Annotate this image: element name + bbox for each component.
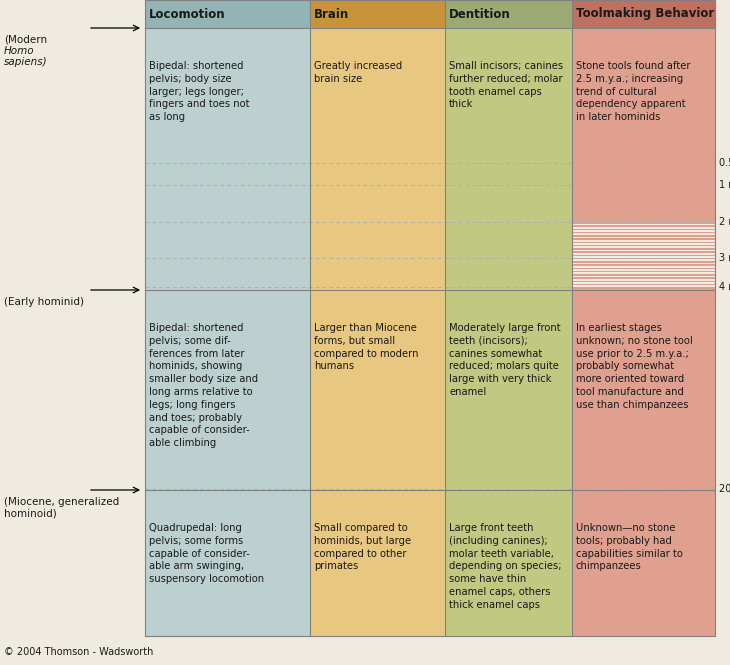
Bar (572, 251, 715, 253)
Bar (572, 281, 715, 282)
Bar (310, 28, 445, 290)
Text: Dentition: Dentition (449, 7, 511, 21)
Text: Unknown—no stone
tools; probably had
capabilities similar to
chimpanzees: Unknown—no stone tools; probably had cap… (576, 523, 683, 571)
Bar (572, 248, 715, 249)
Bar (145, 28, 310, 290)
Text: 1 m.y.a.: 1 m.y.a. (719, 180, 730, 190)
Text: (Early hominid): (Early hominid) (4, 297, 84, 307)
Bar (572, 275, 715, 277)
Bar (572, 261, 715, 263)
Bar (572, 273, 715, 274)
Bar (572, 282, 715, 284)
Bar (572, 256, 715, 258)
Bar (572, 279, 715, 281)
Bar (572, 263, 715, 264)
Bar (572, 235, 715, 237)
Bar (572, 269, 715, 271)
Bar (572, 227, 715, 229)
Bar (572, 241, 715, 243)
Bar (572, 274, 715, 275)
Bar (572, 285, 715, 287)
Text: Greatly increased
brain size: Greatly increased brain size (314, 61, 402, 84)
Bar (572, 222, 715, 223)
Text: Stone tools found after
2.5 m.y.a.; increasing
trend of cultural
dependency appa: Stone tools found after 2.5 m.y.a.; incr… (576, 61, 691, 122)
Bar (572, 240, 715, 241)
Bar (572, 223, 715, 225)
Bar (572, 253, 715, 255)
Text: (Modern: (Modern (4, 35, 47, 45)
Bar (572, 0, 715, 28)
Text: In earliest stages
unknown; no stone tool
use prior to 2.5 m.y.a.;
probably some: In earliest stages unknown; no stone too… (576, 323, 693, 410)
Bar (310, 290, 445, 490)
Bar (445, 290, 572, 490)
Bar (572, 238, 715, 240)
Text: Large front teeth
(including canines);
molar teeth variable,
depending on specie: Large front teeth (including canines); m… (449, 523, 561, 610)
Bar (445, 0, 572, 28)
Text: Toolmaking Behavior: Toolmaking Behavior (576, 7, 714, 21)
Bar (572, 264, 715, 266)
Text: Brain: Brain (314, 7, 349, 21)
Text: 2 m.y.a.: 2 m.y.a. (719, 217, 730, 227)
Text: (Miocene, generalized: (Miocene, generalized (4, 497, 119, 507)
Text: 4 m.y.a.: 4 m.y.a. (719, 282, 730, 292)
Bar (572, 277, 715, 279)
Bar (310, 0, 445, 28)
Text: Small compared to
hominids, but large
compared to other
primates: Small compared to hominids, but large co… (314, 523, 411, 571)
Bar (572, 290, 715, 490)
Bar (572, 249, 715, 251)
Text: © 2004 Thomson - Wadsworth: © 2004 Thomson - Wadsworth (4, 647, 153, 657)
Bar (572, 230, 715, 231)
Text: Bipedal: shortened
pelvis; some dif-
ferences from later
hominids, showing
small: Bipedal: shortened pelvis; some dif- fer… (149, 323, 258, 448)
Text: sapiens): sapiens) (4, 57, 47, 67)
Bar (572, 237, 715, 238)
Bar (572, 284, 715, 285)
Text: Small incisors; canines
further reduced; molar
tooth enamel caps
thick: Small incisors; canines further reduced;… (449, 61, 563, 110)
Bar (572, 231, 715, 233)
Bar (572, 259, 715, 261)
Text: Locomotion: Locomotion (149, 7, 226, 21)
Text: 3 m.y.a.: 3 m.y.a. (719, 253, 730, 263)
Text: Quadrupedal: long
pelvis; some forms
capable of consider-
able arm swinging,
sus: Quadrupedal: long pelvis; some forms cap… (149, 523, 264, 584)
Bar (572, 258, 715, 259)
Bar (572, 267, 715, 269)
Text: 20 m.y.a.: 20 m.y.a. (719, 484, 730, 494)
Text: Homo: Homo (4, 46, 34, 56)
Text: Bipedal: shortened
pelvis; body size
larger; legs longer;
fingers and toes not
a: Bipedal: shortened pelvis; body size lar… (149, 61, 250, 122)
Text: 0.5 m.y.a.: 0.5 m.y.a. (719, 158, 730, 168)
Bar (572, 271, 715, 273)
Text: hominoid): hominoid) (4, 508, 57, 518)
Bar (572, 225, 715, 227)
Bar (572, 233, 715, 235)
Bar (572, 246, 715, 248)
Bar (572, 229, 715, 230)
Bar (310, 490, 445, 636)
Bar (572, 490, 715, 636)
Bar (145, 490, 310, 636)
Bar (572, 266, 715, 267)
Bar (145, 0, 310, 28)
Bar (145, 290, 310, 490)
Bar (572, 245, 715, 246)
Bar (445, 28, 572, 290)
Bar (572, 28, 715, 290)
Bar (572, 255, 715, 256)
Bar (445, 490, 572, 636)
Text: Larger than Miocene
forms, but small
compared to modern
humans: Larger than Miocene forms, but small com… (314, 323, 418, 371)
Bar (572, 243, 715, 245)
Text: Moderately large front
teeth (incisors);
canines somewhat
reduced; molars quite
: Moderately large front teeth (incisors);… (449, 323, 561, 397)
